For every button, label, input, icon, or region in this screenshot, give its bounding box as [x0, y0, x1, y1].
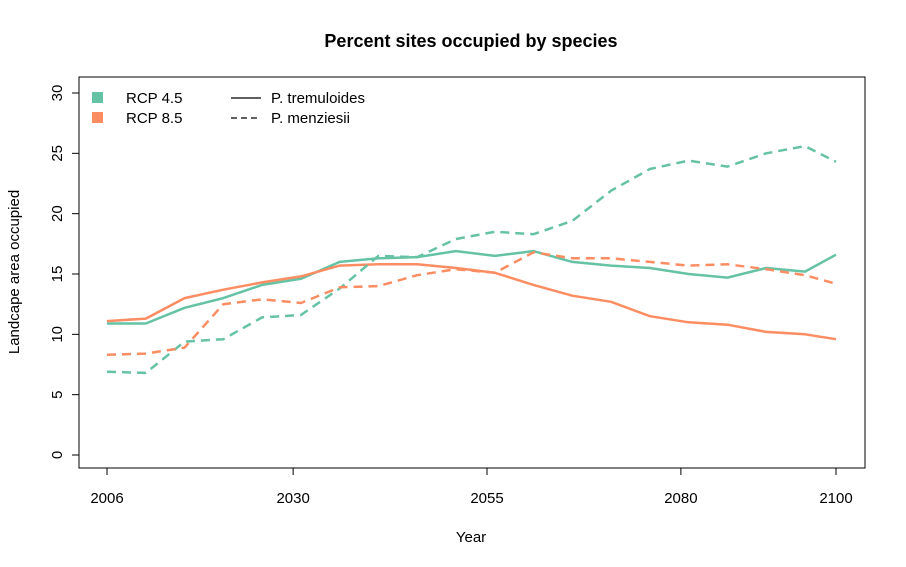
y-tick-label: 10 [49, 326, 66, 343]
legend-label: P. tremuloides [271, 90, 365, 107]
y-tick-label: 0 [49, 451, 66, 459]
legend-label: RCP 4.5 [126, 90, 182, 107]
y-tick-label: 30 [49, 85, 66, 102]
x-tick-label: 2100 [819, 490, 852, 507]
legend-label: P. menziesii [271, 110, 350, 127]
x-tick-label: 2006 [90, 490, 123, 507]
y-tick-label: 20 [49, 205, 66, 222]
y-tick-label: 5 [49, 390, 66, 398]
series-line-rcp-8-5-p-menziesii [106, 251, 837, 357]
legend-swatch [92, 112, 103, 123]
legend-label: RCP 8.5 [126, 110, 182, 127]
legend: RCP 4.5 RCP 8.5 P. tremuloides P. menziesii [92, 90, 365, 127]
x-tick-label: 2080 [664, 490, 697, 507]
series-line-rcp-4-5-p-menziesii [106, 144, 837, 375]
x-tick-label: 2055 [470, 490, 503, 507]
series-layer [106, 144, 837, 375]
chart-title: Percent sites occupied by species [324, 31, 617, 51]
x-axis-label: Year [456, 529, 486, 546]
legend-swatch [92, 92, 103, 103]
y-tick-label: 15 [49, 266, 66, 283]
x-axis: 2006 2030 2055 2080 2100 [90, 467, 853, 507]
y-tick-label: 25 [49, 145, 66, 162]
y-axis-label: Landcape area occupied [6, 190, 23, 354]
y-axis: 0 5 10 15 20 25 30 [49, 85, 80, 459]
x-tick-label: 2030 [276, 490, 309, 507]
series-line-rcp-8-5-p-tremuloides [106, 263, 837, 341]
series-line-rcp-4-5-p-tremuloides [107, 249, 837, 325]
